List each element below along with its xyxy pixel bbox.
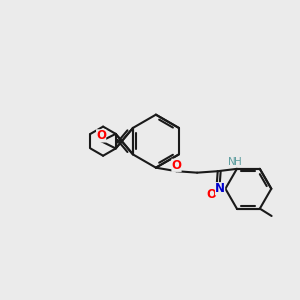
Text: N: N [215,182,225,195]
Text: H: H [235,158,242,167]
Text: O: O [172,159,182,172]
Text: O: O [96,129,106,142]
Text: N: N [228,158,236,167]
Text: O: O [207,188,217,201]
